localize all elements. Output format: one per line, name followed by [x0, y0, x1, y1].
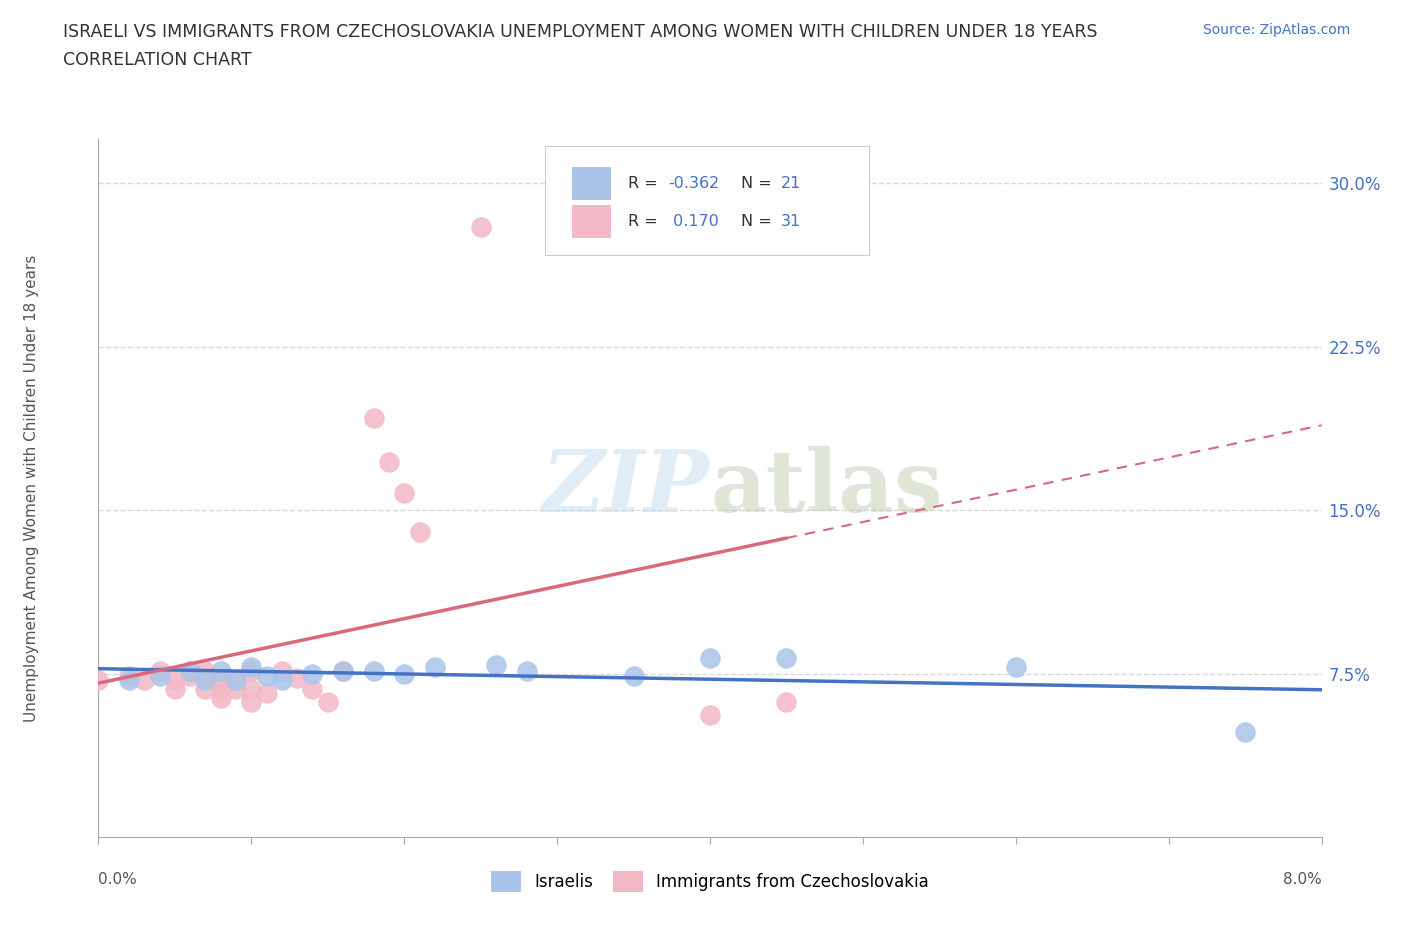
Point — [301, 666, 323, 681]
Point — [270, 672, 294, 687]
Legend: Israelis, Immigrants from Czechoslovakia: Israelis, Immigrants from Czechoslovakia — [484, 865, 936, 898]
Text: -0.362: -0.362 — [668, 176, 720, 191]
Point — [149, 664, 172, 679]
Point — [392, 485, 416, 500]
Point — [285, 671, 308, 685]
Point — [392, 666, 416, 681]
Point — [179, 669, 201, 684]
Point — [163, 682, 186, 697]
Text: ZIP: ZIP — [543, 446, 710, 530]
Point — [699, 651, 721, 666]
Text: R =: R = — [628, 214, 664, 229]
Point — [209, 672, 232, 687]
Point — [87, 672, 110, 687]
Point — [363, 664, 385, 679]
Point — [485, 658, 508, 672]
Text: N =: N = — [741, 176, 776, 191]
Point — [194, 682, 217, 697]
Point — [240, 664, 263, 679]
Text: ISRAELI VS IMMIGRANTS FROM CZECHOSLOVAKIA UNEMPLOYMENT AMONG WOMEN WITH CHILDREN: ISRAELI VS IMMIGRANTS FROM CZECHOSLOVAKI… — [63, 23, 1098, 41]
Point — [470, 219, 492, 234]
Text: atlas: atlas — [710, 446, 942, 530]
Point — [118, 672, 141, 687]
Point — [149, 669, 172, 684]
Point — [256, 685, 278, 700]
Point — [316, 695, 339, 710]
Point — [209, 690, 232, 705]
Point — [194, 672, 217, 687]
FancyBboxPatch shape — [572, 205, 612, 238]
Point — [775, 695, 797, 710]
Text: 0.170: 0.170 — [668, 214, 720, 229]
Point — [1234, 725, 1257, 740]
Point — [225, 672, 247, 687]
Point — [301, 682, 323, 697]
Point — [332, 664, 354, 679]
Point — [256, 669, 278, 684]
Point — [775, 651, 797, 666]
Text: CORRELATION CHART: CORRELATION CHART — [63, 51, 252, 69]
Text: Unemployment Among Women with Children Under 18 years: Unemployment Among Women with Children U… — [24, 255, 38, 722]
Point — [118, 669, 141, 684]
Text: 8.0%: 8.0% — [1282, 872, 1322, 887]
Point — [163, 672, 186, 687]
Point — [623, 669, 645, 684]
Point — [240, 659, 263, 674]
Text: R =: R = — [628, 176, 664, 191]
Point — [270, 664, 294, 679]
Text: 21: 21 — [780, 176, 801, 191]
Point — [423, 659, 446, 674]
Point — [194, 664, 217, 679]
Point — [209, 682, 232, 697]
FancyBboxPatch shape — [572, 166, 612, 200]
Point — [408, 525, 430, 539]
FancyBboxPatch shape — [546, 147, 869, 255]
Point — [378, 455, 401, 470]
Text: Source: ZipAtlas.com: Source: ZipAtlas.com — [1202, 23, 1350, 37]
Text: 0.0%: 0.0% — [98, 872, 138, 887]
Point — [225, 682, 247, 697]
Point — [179, 664, 201, 679]
Text: 31: 31 — [780, 214, 801, 229]
Point — [1004, 659, 1026, 674]
Text: N =: N = — [741, 214, 776, 229]
Point — [134, 672, 156, 687]
Point — [225, 672, 247, 687]
Point — [179, 664, 201, 679]
Point — [363, 411, 385, 426]
Point — [240, 682, 263, 697]
Point — [516, 664, 538, 679]
Point — [209, 664, 232, 679]
Point — [332, 664, 354, 679]
Point — [699, 708, 721, 723]
Point — [240, 695, 263, 710]
